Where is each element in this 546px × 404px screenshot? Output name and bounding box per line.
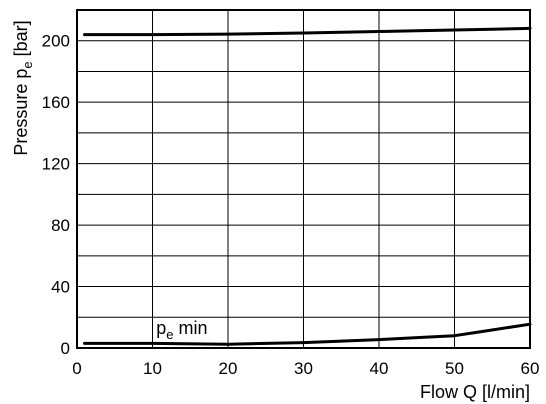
grid-lines <box>77 10 530 348</box>
y-tick-label: 40 <box>51 278 70 297</box>
y-tick-label: 120 <box>42 155 70 174</box>
series-line-1 <box>83 26 532 37</box>
x-tick-label: 50 <box>445 359 464 378</box>
y-axis-title-subscript: e <box>20 61 35 68</box>
y-tick-label: 200 <box>42 32 70 51</box>
plot-frame <box>76 9 531 349</box>
y-axis-title: Pressure pe [bar] <box>11 20 35 155</box>
annotation-subscript: e <box>166 327 173 342</box>
x-tick-label: 10 <box>143 359 162 378</box>
series-line-2 <box>83 322 532 346</box>
y-axis-title-unit: [bar] <box>11 20 31 61</box>
y-tick-label: 0 <box>61 339 70 358</box>
annotation-pe-min: pe min <box>156 318 207 342</box>
annotation-group: pe min <box>156 318 207 342</box>
y-axis-title-main: Pressure p <box>11 69 31 156</box>
series-group <box>83 26 532 346</box>
x-tick-label: 20 <box>219 359 238 378</box>
x-axis-title: Flow Q [l/min] <box>420 382 530 402</box>
x-tick-label: 30 <box>294 359 313 378</box>
y-tick-label: 160 <box>42 93 70 112</box>
annotation-suffix: min <box>174 318 208 338</box>
y-tick-label: 80 <box>51 216 70 235</box>
x-tick-labels: 0 10 20 30 40 50 60 <box>72 359 539 378</box>
annotation-main: p <box>156 318 166 338</box>
x-tick-label: 0 <box>72 359 81 378</box>
x-tick-label: 40 <box>370 359 389 378</box>
x-tick-label: 60 <box>521 359 540 378</box>
y-tick-labels: 0 40 80 120 160 200 <box>42 32 70 358</box>
